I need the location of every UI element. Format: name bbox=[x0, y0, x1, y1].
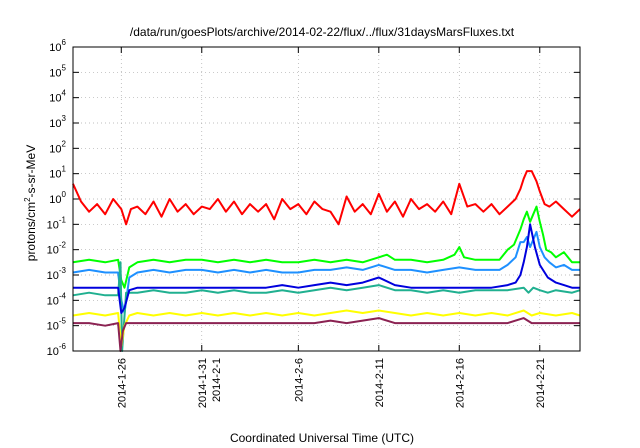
plot-series bbox=[72, 170, 581, 352]
y-tick-label: 10-5 bbox=[47, 317, 67, 333]
y-tick-label: 10-6 bbox=[47, 342, 67, 358]
grid bbox=[73, 47, 580, 351]
x-tick-label: 2014-1-26 bbox=[116, 358, 128, 408]
y-axis: 10-6 10-5 10-4 10-3 10-2 10-1 100 101 102 103 104 1… bbox=[47, 38, 580, 358]
plot-frame bbox=[72, 46, 581, 352]
y-tick-label: 104 bbox=[49, 89, 66, 105]
x-axis: 2014-1-26 2014-1-31 2014-2-1 2014-2-6 2014-2… bbox=[116, 47, 547, 408]
x-tick-label: 2014-2-6 bbox=[293, 358, 305, 402]
y-tick-label: 103 bbox=[49, 114, 66, 130]
y-tick-label: 100 bbox=[49, 190, 66, 206]
y-axis-label-sup: 2 bbox=[23, 197, 32, 202]
series-line-3 bbox=[72, 230, 580, 314]
x-axis-label: Coordinated Universal Time (UTC) bbox=[230, 431, 414, 445]
x-tick-label: 2014-2-16 bbox=[454, 358, 466, 408]
y-tick-label: 10-2 bbox=[47, 241, 67, 257]
series-line-7 bbox=[73, 317, 580, 352]
series-line-5 bbox=[73, 223, 580, 314]
series-line-2 bbox=[72, 205, 580, 289]
x-tick-label: 2014-2-21 bbox=[535, 358, 547, 408]
y-tick-label: 106 bbox=[49, 38, 66, 54]
y-axis-label-base: protons/cm bbox=[24, 202, 38, 261]
y-tick-label: 10-3 bbox=[47, 266, 67, 282]
y-tick-label: 10-4 bbox=[47, 291, 67, 307]
y-axis-label: protons/cm2-s-sr-MeV bbox=[23, 145, 38, 261]
series-line-6 bbox=[72, 309, 581, 347]
y-axis-label-rest: -s-sr-MeV bbox=[24, 145, 38, 198]
x-tick-label: 2014-1-31 bbox=[197, 358, 209, 408]
y-tick-label: 101 bbox=[49, 165, 66, 181]
y-tick-label: 102 bbox=[49, 139, 66, 155]
x-tick-label: 2014-2-11 bbox=[374, 358, 386, 407]
y-tick-label: 105 bbox=[49, 63, 66, 79]
series-line-1 bbox=[72, 170, 581, 226]
y-tick-label: 10-1 bbox=[47, 215, 67, 231]
series-line-4 bbox=[72, 261, 581, 352]
chart-title: /data/run/goesPlots/archive/2014-02-22/f… bbox=[130, 25, 515, 39]
x-tick-label: 2014-2-1 bbox=[211, 358, 223, 402]
